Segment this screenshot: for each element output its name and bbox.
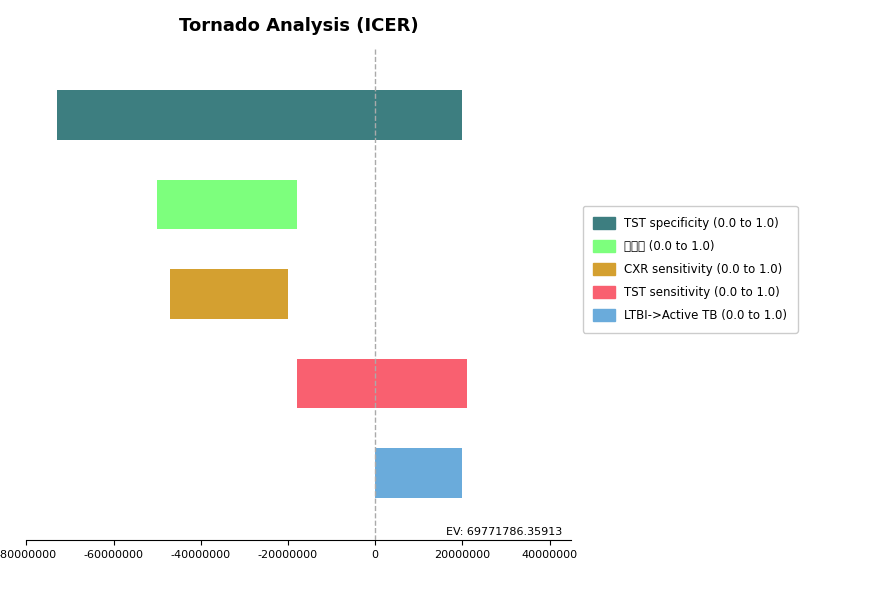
Bar xyxy=(375,448,462,497)
Bar xyxy=(57,91,462,140)
Title: Tornado Analysis (ICER): Tornado Analysis (ICER) xyxy=(179,17,418,35)
Legend: TST specificity (0.0 to 1.0), 할인율 (0.0 to 1.0), CXR sensitivity (0.0 to 1.0), TS: TST specificity (0.0 to 1.0), 할인율 (0.0 t… xyxy=(582,206,796,332)
Text: EV: 69771786.35913: EV: 69771786.35913 xyxy=(446,527,562,538)
Bar xyxy=(157,180,297,229)
Bar xyxy=(297,359,466,408)
Bar xyxy=(170,269,288,319)
